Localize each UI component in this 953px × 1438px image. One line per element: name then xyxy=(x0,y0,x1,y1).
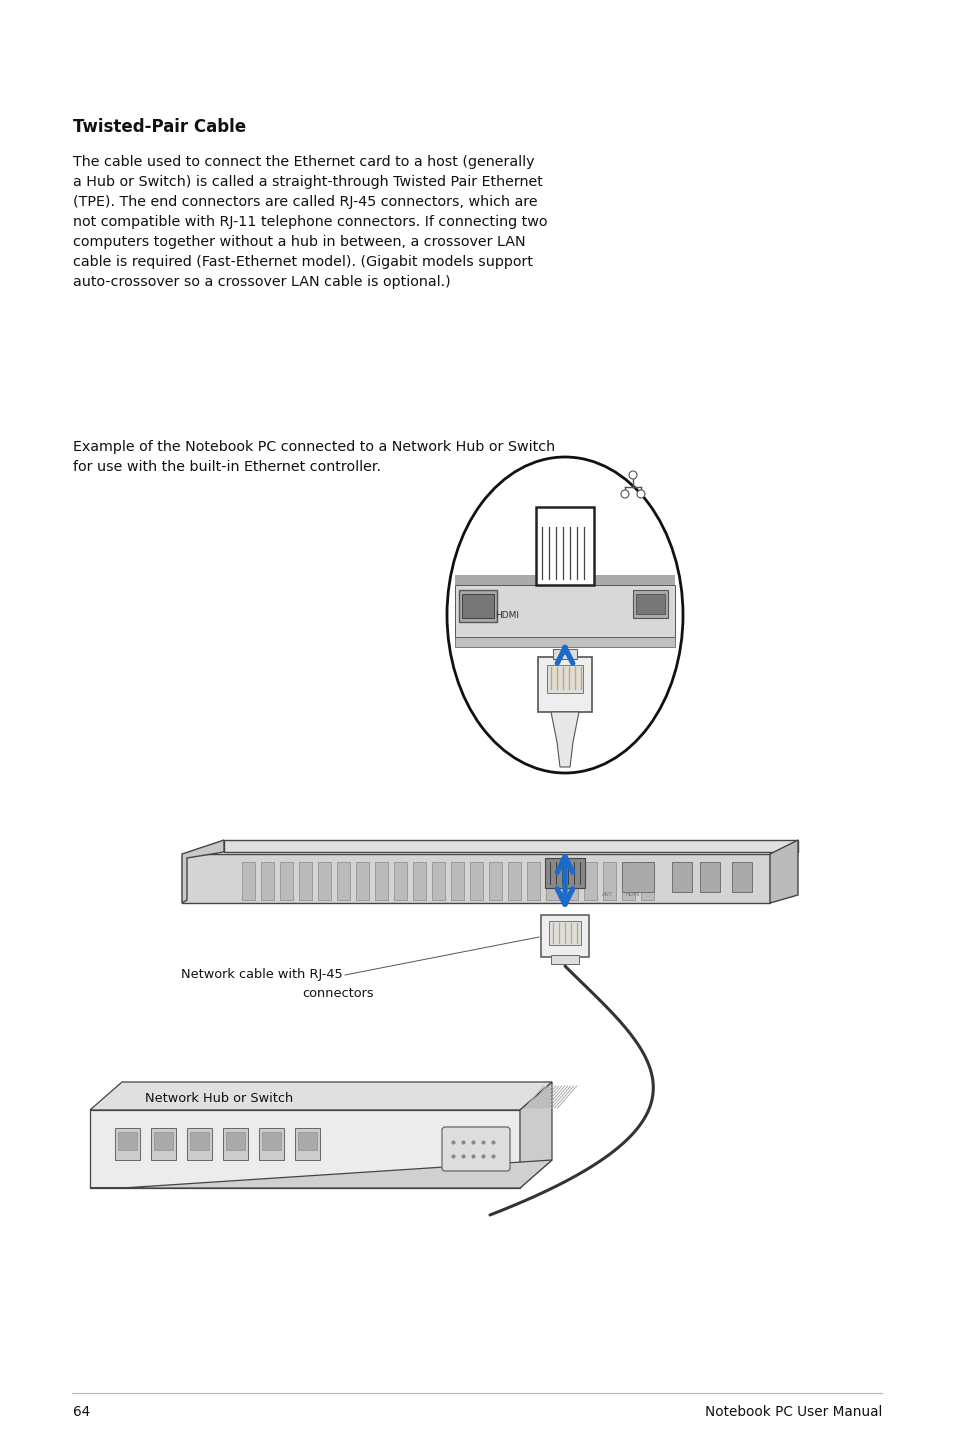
FancyBboxPatch shape xyxy=(489,861,501,900)
FancyBboxPatch shape xyxy=(731,861,751,892)
FancyBboxPatch shape xyxy=(451,861,463,900)
FancyBboxPatch shape xyxy=(458,590,497,623)
FancyBboxPatch shape xyxy=(118,1132,137,1150)
FancyBboxPatch shape xyxy=(553,649,577,659)
FancyBboxPatch shape xyxy=(640,861,654,900)
FancyBboxPatch shape xyxy=(280,861,293,900)
Circle shape xyxy=(620,490,628,498)
FancyBboxPatch shape xyxy=(621,861,635,900)
FancyBboxPatch shape xyxy=(621,861,654,892)
FancyBboxPatch shape xyxy=(544,858,584,889)
Polygon shape xyxy=(182,840,224,903)
Polygon shape xyxy=(455,637,675,647)
FancyBboxPatch shape xyxy=(187,1127,212,1160)
FancyBboxPatch shape xyxy=(537,657,592,712)
FancyBboxPatch shape xyxy=(564,861,578,900)
FancyBboxPatch shape xyxy=(583,861,597,900)
FancyBboxPatch shape xyxy=(551,955,578,963)
FancyBboxPatch shape xyxy=(441,1127,510,1171)
FancyBboxPatch shape xyxy=(671,861,691,892)
Text: connectors: connectors xyxy=(302,986,374,999)
FancyBboxPatch shape xyxy=(413,861,426,900)
Text: Notebook PC User Manual: Notebook PC User Manual xyxy=(704,1405,882,1419)
FancyBboxPatch shape xyxy=(115,1127,140,1160)
FancyBboxPatch shape xyxy=(336,861,350,900)
FancyBboxPatch shape xyxy=(375,861,388,900)
FancyBboxPatch shape xyxy=(242,861,254,900)
FancyBboxPatch shape xyxy=(297,1132,316,1150)
FancyBboxPatch shape xyxy=(470,861,482,900)
FancyBboxPatch shape xyxy=(190,1132,209,1150)
FancyBboxPatch shape xyxy=(355,861,369,900)
Text: Network cable with RJ-45: Network cable with RJ-45 xyxy=(181,968,343,981)
FancyBboxPatch shape xyxy=(545,861,558,900)
FancyBboxPatch shape xyxy=(394,861,407,900)
FancyBboxPatch shape xyxy=(258,1127,284,1160)
FancyBboxPatch shape xyxy=(223,1127,248,1160)
Text: Network Hub or Switch: Network Hub or Switch xyxy=(145,1091,293,1104)
Text: ANT: ANT xyxy=(601,892,613,897)
FancyBboxPatch shape xyxy=(700,861,720,892)
FancyBboxPatch shape xyxy=(226,1132,245,1150)
Text: 64: 64 xyxy=(73,1405,91,1419)
FancyBboxPatch shape xyxy=(540,915,588,958)
FancyBboxPatch shape xyxy=(261,861,274,900)
FancyBboxPatch shape xyxy=(461,594,494,618)
FancyBboxPatch shape xyxy=(262,1132,281,1150)
FancyBboxPatch shape xyxy=(317,861,331,900)
FancyBboxPatch shape xyxy=(432,861,444,900)
FancyBboxPatch shape xyxy=(546,664,582,693)
Polygon shape xyxy=(455,585,675,637)
Polygon shape xyxy=(90,1160,552,1188)
FancyBboxPatch shape xyxy=(548,920,580,945)
Text: Twisted-Pair Cable: Twisted-Pair Cable xyxy=(73,118,246,137)
Polygon shape xyxy=(769,840,797,903)
Polygon shape xyxy=(182,854,769,903)
Text: HDMI: HDMI xyxy=(495,611,518,620)
FancyBboxPatch shape xyxy=(298,861,312,900)
Polygon shape xyxy=(519,1081,552,1188)
Polygon shape xyxy=(551,712,578,766)
FancyBboxPatch shape xyxy=(633,590,667,618)
Text: The cable used to connect the Ethernet card to a host (generally
a Hub or Switch: The cable used to connect the Ethernet c… xyxy=(73,155,547,289)
Circle shape xyxy=(637,490,644,498)
Polygon shape xyxy=(455,575,675,585)
Ellipse shape xyxy=(447,457,682,774)
FancyBboxPatch shape xyxy=(636,594,664,614)
FancyBboxPatch shape xyxy=(294,1127,319,1160)
Polygon shape xyxy=(90,1110,519,1188)
Text: HDMI: HDMI xyxy=(625,892,640,897)
Polygon shape xyxy=(90,1081,552,1110)
Polygon shape xyxy=(224,840,797,851)
FancyBboxPatch shape xyxy=(602,861,616,900)
FancyBboxPatch shape xyxy=(507,861,520,900)
Text: Example of the Notebook PC connected to a Network Hub or Switch
for use with the: Example of the Notebook PC connected to … xyxy=(73,440,555,475)
FancyBboxPatch shape xyxy=(153,1132,172,1150)
FancyBboxPatch shape xyxy=(151,1127,175,1160)
Circle shape xyxy=(628,472,637,479)
FancyBboxPatch shape xyxy=(526,861,539,900)
FancyBboxPatch shape xyxy=(536,508,594,585)
